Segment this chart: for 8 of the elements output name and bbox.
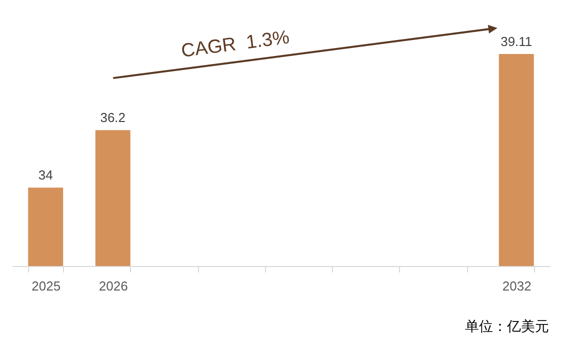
x-tick-label: 2025 (32, 278, 61, 294)
x-tick-label: 2032 (502, 278, 532, 294)
x-tick-label: 2026 (98, 278, 128, 294)
text: 单位：亿美元 (465, 318, 549, 336)
data-label: 34 (38, 168, 53, 183)
data-label: 39.11 (500, 34, 532, 49)
data-label: 36.2 (100, 110, 126, 126)
annotation: CAGR 1.3% (180, 27, 291, 62)
